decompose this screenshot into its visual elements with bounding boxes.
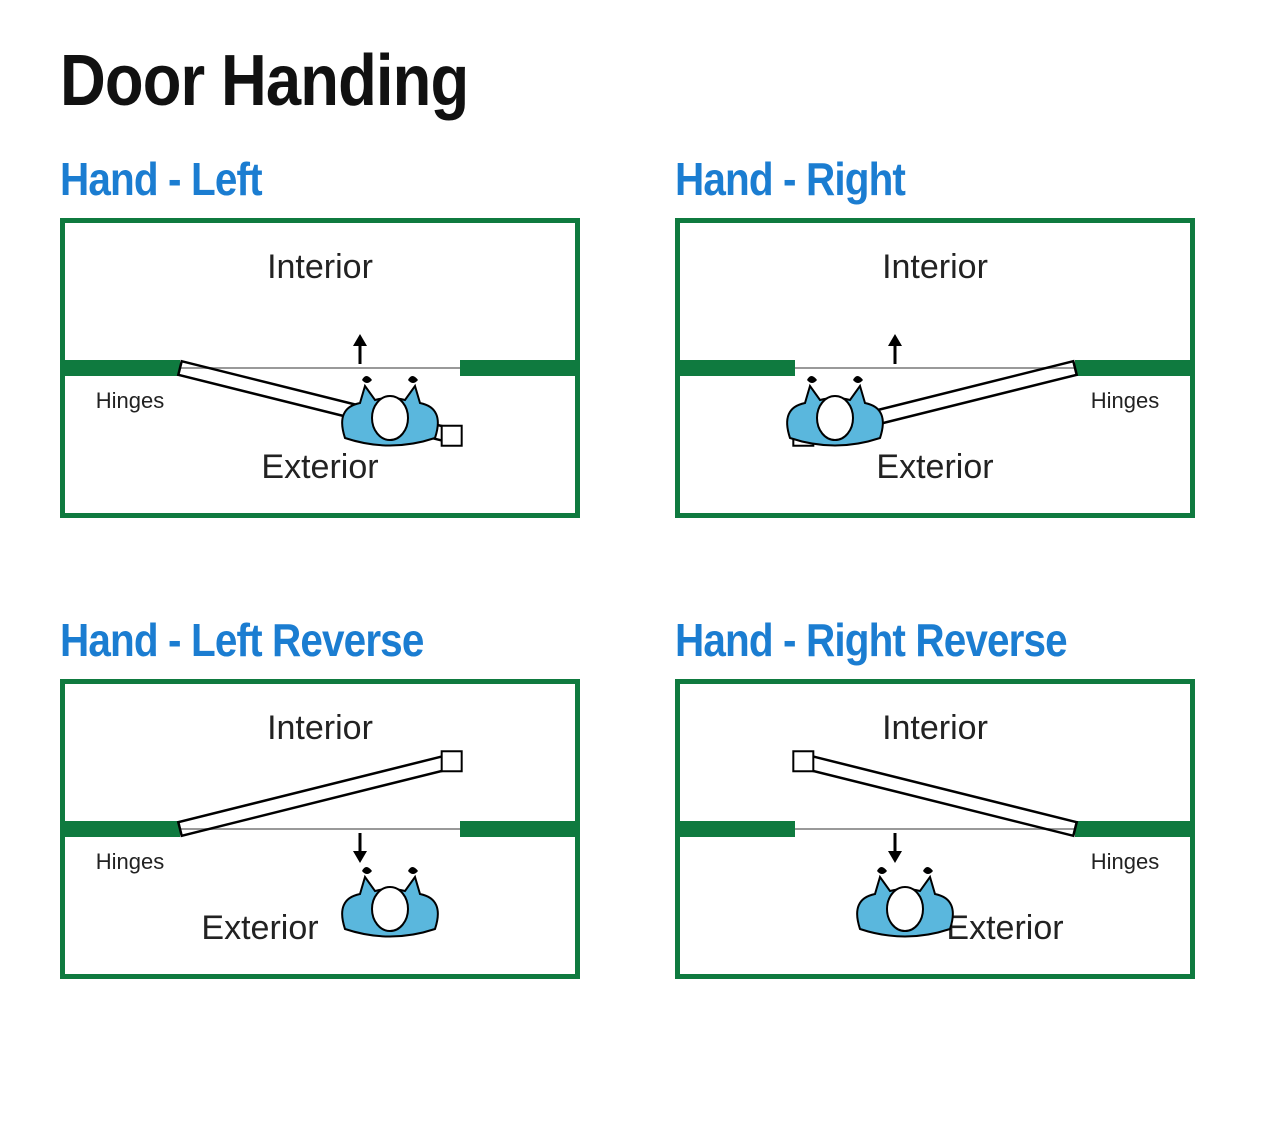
page-title: Door Handing bbox=[60, 40, 1081, 122]
exterior-label: Exterior bbox=[261, 448, 378, 486]
interior-label: Interior bbox=[882, 709, 988, 747]
door-diagram: Interior Exterior Hinges bbox=[60, 218, 580, 518]
door-diagram: Interior Exterior Hinges bbox=[675, 218, 1195, 518]
door-handle bbox=[442, 751, 462, 771]
page: Door Handing Hand - Left Interior Exterior… bbox=[0, 0, 1280, 1024]
diagram-panel: Hand - Left Reverse Interior Exterior Hinge… bbox=[60, 613, 605, 984]
diagram-grid: Hand - LeftInteriorExteriorHingesHand - … bbox=[60, 152, 1220, 984]
diagram-panel: Hand - Right Reverse Interior Exterior Hing… bbox=[675, 613, 1220, 984]
door-diagram: Interior Exterior Hinges bbox=[60, 679, 580, 979]
panel-title: Hand - Right bbox=[675, 152, 1155, 206]
interior-label: Interior bbox=[882, 248, 988, 286]
panel-title: Hand - Right Reverse bbox=[675, 613, 1155, 667]
door-diagram: Interior Exterior Hinges bbox=[675, 679, 1195, 979]
panel-title: Hand - Left bbox=[60, 152, 540, 206]
interior-label: Interior bbox=[267, 248, 373, 286]
exterior-label: Exterior bbox=[946, 909, 1063, 947]
door-handle bbox=[442, 426, 462, 446]
hinges-label: Hinges bbox=[1091, 388, 1159, 413]
exterior-label: Exterior bbox=[201, 909, 318, 947]
interior-label: Interior bbox=[267, 709, 373, 747]
door-handle bbox=[793, 751, 813, 771]
panel-title: Hand - Left Reverse bbox=[60, 613, 540, 667]
diagram-panel: Hand - Left Interior Exterior Hinges bbox=[60, 152, 605, 523]
exterior-label: Exterior bbox=[876, 448, 993, 486]
diagram-panel: Hand - Right Interior Exterior Hinges bbox=[675, 152, 1220, 523]
hinges-label: Hinges bbox=[96, 849, 164, 874]
hinges-label: Hinges bbox=[1091, 849, 1159, 874]
hinges-label: Hinges bbox=[96, 388, 164, 413]
